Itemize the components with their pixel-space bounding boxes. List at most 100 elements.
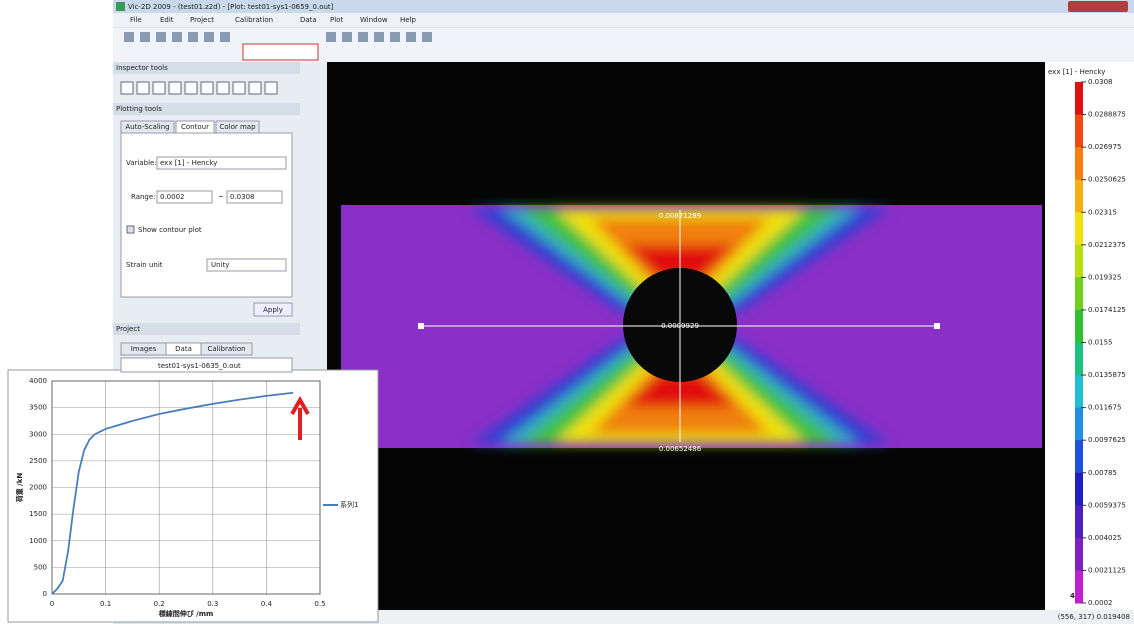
toolbar-button[interactable] [358,32,368,42]
toolbar-button[interactable] [220,32,230,42]
color-swatch [1075,375,1083,409]
tool-button[interactable] [152,81,166,95]
colorbar-label: 0.0174125 [1088,306,1126,314]
menu-item[interactable]: Window [360,16,388,24]
menu-item[interactable]: Help [400,16,417,24]
color-swatch [1075,342,1083,376]
tab[interactable] [200,342,253,356]
tool-button[interactable] [216,81,230,95]
tab[interactable] [175,120,215,134]
panel-header [113,323,300,335]
input[interactable] [226,190,283,204]
colorbar-label: 0.0212375 [1088,241,1126,249]
tool-button[interactable] [200,81,214,95]
colorbar-title: exx [1] - Hencky [1048,68,1105,76]
y-tick-label: 1000 [29,537,47,545]
line-handle[interactable] [934,323,940,329]
color-swatch [1075,277,1083,311]
tool-button[interactable] [264,81,278,95]
window-controls[interactable] [1068,1,1128,12]
checkbox[interactable] [126,225,135,234]
tool-button[interactable] [136,81,150,95]
toolbar-button[interactable] [390,32,400,42]
field-label: Variable: [126,159,157,167]
toolbar-field[interactable] [242,43,319,61]
colorbar-label: 0.0308 [1088,78,1113,86]
y-tick-label: 2000 [29,484,47,492]
menu-item[interactable]: Edit [160,16,174,24]
tool-button[interactable] [120,81,134,95]
tab-label[interactable]: Contour [181,123,209,131]
color-swatch [1075,82,1083,116]
toolbar-button[interactable] [342,32,352,42]
tab-label[interactable]: Auto-Scaling [125,123,169,131]
toolbar-button[interactable] [140,32,150,42]
x-tick-label: 0.5 [314,600,325,608]
y-tick-label: 0 [43,590,47,598]
colorbar-label: 0.0002 [1088,599,1113,607]
x-tick-label: 0.4 [261,600,273,608]
tab-label[interactable]: Data [175,345,192,353]
color-swatch [1075,505,1083,539]
tool-button[interactable] [248,81,262,95]
y-tick-label: 2500 [29,457,47,465]
colorbar-panel [1045,62,1134,610]
toolbar-button[interactable] [406,32,416,42]
tab-label[interactable]: Calibration [207,345,245,353]
tab-label[interactable]: Color map [219,123,256,131]
menu-item[interactable]: Calibration [235,16,273,24]
file-item[interactable]: test01-sys1-0635_0.out [158,362,241,370]
panel-header [113,103,300,115]
color-swatch [1075,537,1083,571]
color-swatch [1075,570,1083,604]
toolbar-button[interactable] [326,32,336,42]
y-tick-label: 3500 [29,404,47,412]
color-swatch [1075,212,1083,246]
y-tick-label: 4000 [29,377,47,385]
button[interactable] [253,302,293,317]
tool-button[interactable] [184,81,198,95]
tab[interactable] [215,120,260,134]
colorbar-label: 0.026975 [1088,143,1121,151]
panel-title: Plotting tools [116,105,162,113]
color-swatch [1075,309,1083,343]
toolbar-button[interactable] [124,32,134,42]
menu-item[interactable]: Data [300,16,317,24]
colorbar-label: 0.0135875 [1088,371,1126,379]
input[interactable] [156,190,213,204]
menu-bar [113,13,1134,27]
colorbar-label: 0.019325 [1088,273,1121,281]
y-tick-label: 3000 [29,430,47,438]
color-swatch [1075,407,1083,441]
colorbar-label: 0.011675 [1088,404,1121,412]
x-tick-label: 0.3 [207,600,218,608]
menu-item[interactable]: Plot [330,16,343,24]
select[interactable] [156,156,287,170]
status-bar [378,610,1134,624]
toolbar-button[interactable] [374,32,384,42]
file-list [120,357,293,373]
toolbar-button[interactable] [188,32,198,42]
select[interactable] [206,258,287,272]
menu-item[interactable]: File [130,16,142,24]
color-swatch [1075,179,1083,213]
tab[interactable] [120,120,175,134]
line-handle[interactable] [418,323,424,329]
panel-title: Inspector tools [116,64,168,72]
menu-item[interactable]: Project [190,16,214,24]
toolbar-button[interactable] [156,32,166,42]
toolbar-button[interactable] [422,32,432,42]
tool-button[interactable] [232,81,246,95]
tool-button[interactable] [168,81,182,95]
field-label: Strain unit [126,261,163,269]
button-label[interactable]: Apply [263,306,283,314]
colorbar-label: 0.0059375 [1088,501,1126,509]
legend-label: 系列1 [340,500,358,509]
x-axis-label: 標線間伸び /mm [159,609,214,618]
tab-label[interactable]: Images [131,345,157,353]
y-tick-label: 500 [34,563,47,571]
toolbar-button[interactable] [172,32,182,42]
window-title: Vic-2D 2009 - (test01.z2d) - [Plot: test… [128,3,334,11]
toolbar-button[interactable] [204,32,214,42]
